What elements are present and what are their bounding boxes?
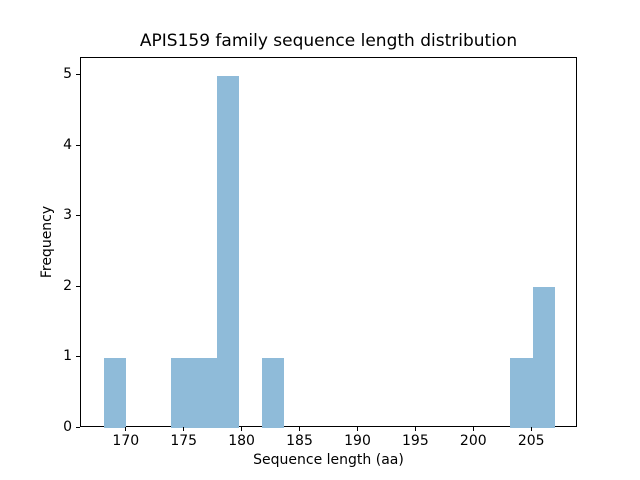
y-tick-mark [76,356,80,357]
histogram-bar [510,357,533,428]
y-tick-label: 2 [63,277,72,294]
histogram-bar [171,357,194,428]
histogram-bar [216,75,240,428]
y-tick-label: 5 [63,66,72,83]
x-tick-label: 180 [228,433,255,449]
x-tick-label: 205 [517,433,545,449]
y-tick-label: 3 [63,207,72,224]
y-tick-label: 1 [63,348,72,364]
x-axis-label: Sequence length (aa) [253,452,404,468]
x-tick-mark [472,427,474,431]
x-tick-label: 190 [344,433,371,449]
x-tick-mark [299,427,300,431]
histogram-bar [194,357,217,428]
y-tick-label: 4 [63,136,72,153]
histogram-bar [261,357,285,428]
x-tick-label: 175 [170,433,198,449]
y-tick-mark [76,285,80,287]
y-tick-mark [76,74,80,76]
y-tick-mark [76,215,80,217]
y-tick-mark [76,144,80,146]
plot-area [80,57,577,428]
x-tick-label: 195 [402,433,429,449]
y-tick-label: 0 [63,418,72,435]
x-tick-mark [183,427,185,431]
histogram-bar [103,357,127,428]
x-tick-mark [357,427,358,431]
chart-title: APIS159 family sequence length distribut… [139,31,518,51]
x-tick-mark [125,427,127,431]
x-tick-mark [530,427,532,431]
x-tick-mark [414,427,416,431]
x-tick-label: 170 [112,433,140,449]
x-tick-label: 185 [286,433,313,449]
histogram-bar [532,287,556,428]
x-tick-mark [241,427,243,431]
y-tick-mark [76,426,80,428]
x-tick-label: 200 [459,433,487,449]
